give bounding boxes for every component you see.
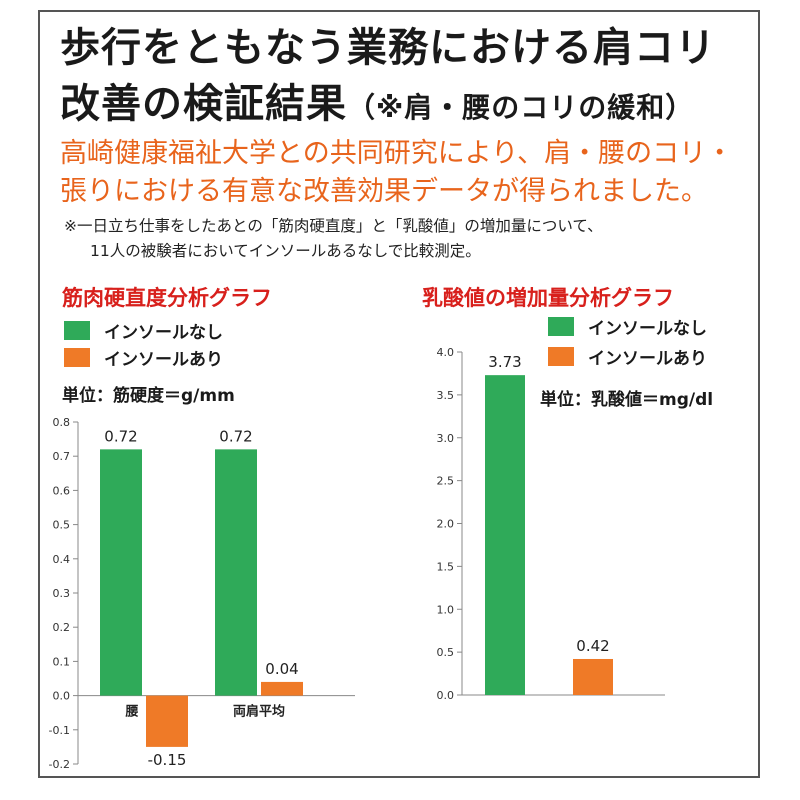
y-tick-label: 4.0 [437,346,455,359]
data-label: -0.15 [148,751,187,769]
legend-label: インソールなし [104,323,223,343]
legend-label: インソールなし [588,319,707,339]
legend-label: インソールあり [588,349,707,369]
legend-swatch-orange [64,348,90,367]
chart2-legend-item-with: インソールあり [548,344,707,369]
legend-label: インソールあり [104,350,223,370]
data-label: 3.73 [488,353,521,371]
chart1-unit: 単位：筋硬度＝g/mm [62,386,235,406]
y-tick-label: 0.5 [53,519,71,532]
bar [146,695,188,747]
page-title-line1: 歩行をともなう業務における肩コリ [60,25,716,71]
page-title-line2: 改善の検証結果（※肩・腰のコリの緩和） [60,84,694,124]
y-tick-label: 0.3 [53,587,71,600]
y-tick-label: 1.5 [437,560,455,573]
x-category-label: 両肩平均 [233,704,285,720]
bar [215,449,257,696]
y-tick-label: 0.0 [53,690,71,703]
bar [573,658,613,695]
y-tick-label: 2.5 [437,475,455,488]
y-tick-label: 0.5 [437,646,455,659]
y-tick-label: 0.6 [53,484,71,497]
chart1-title: 筋肉硬直度分析グラフ [62,286,272,310]
y-tick-label: 0.1 [53,655,71,668]
y-tick-label: 3.0 [437,432,455,445]
chart2-unit: 単位：乳酸値＝mg/dl [540,390,714,410]
x-category-label: 腰 [124,705,138,720]
chart1-legend-item-without: インソールなし [64,318,223,343]
method-note-line1: ※一日立ち仕事をしたあとの「筋肉硬直度」と「乳酸値」の増加量について、 [64,217,603,235]
y-tick-label: 0.7 [53,450,71,463]
y-tick-label: 1.0 [437,603,455,616]
legend-swatch-orange [548,347,574,366]
y-tick-label: 3.5 [437,389,455,402]
data-label: 0.72 [219,427,252,445]
y-tick-label: 0.2 [53,621,71,634]
y-tick-label: 0.8 [53,416,71,429]
legend-swatch-green [548,317,574,336]
page-title-subnote: （※肩・腰のコリの緩和） [347,91,695,124]
page-title-main: 改善の検証結果 [60,81,347,127]
method-note-line2: 11人の被験者においてインソールあるなしで比較測定。 [90,242,481,260]
chart1-muscle-stiffness: -0.2 -0.1 0.0 0.1 0.2 0.3 0.4 0.5 0.6 0.7 0.8 0.72 -… [49,416,355,771]
data-label: 0.42 [576,637,609,655]
chart2-legend-item-without: インソールなし [548,314,707,339]
data-label: 0.72 [104,427,137,445]
legend-swatch-green [64,321,90,340]
outer-frame [38,10,760,778]
y-tick-label: -0.2 [49,758,70,771]
chart2-lactic-acid: 0.0 0.5 1.0 1.5 2.0 2.5 3.0 3.5 4.0 3.73 0.42 [437,346,665,702]
chart1-legend-item-with: インソールあり [64,345,223,370]
y-tick-label: 0.0 [437,689,455,702]
chart2-title: 乳酸値の増加量分析グラフ [422,286,674,310]
data-label: 0.04 [265,660,298,678]
lead-text-line1: 高崎健康福祉大学との共同研究により、肩・腰のコリ・ [60,138,734,169]
bar [100,449,142,696]
y-tick-label: 2.0 [437,518,455,531]
y-tick-label: -0.1 [49,724,70,737]
bar [485,375,525,695]
y-tick-label: 0.4 [53,553,71,566]
bar [261,681,303,696]
lead-text-line2: 張りにおける有意な改善効果データが得られました。 [60,176,708,207]
